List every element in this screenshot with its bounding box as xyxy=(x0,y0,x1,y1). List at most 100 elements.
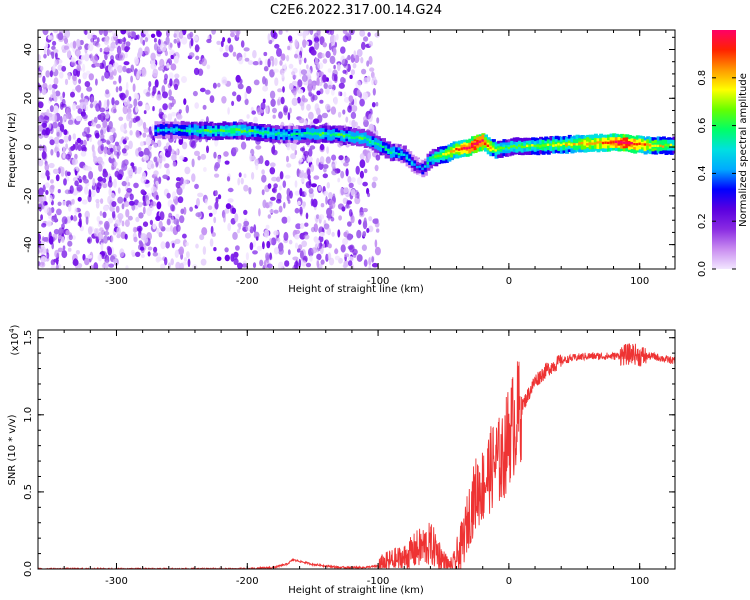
noise-speckle xyxy=(269,90,276,100)
noise-speckle xyxy=(168,145,172,154)
noise-speckle xyxy=(114,100,120,106)
noise-speckle xyxy=(337,63,341,71)
noise-speckle xyxy=(217,194,222,200)
noise-speckle xyxy=(232,231,238,240)
noise-speckle xyxy=(243,209,248,215)
noise-speckle xyxy=(74,153,78,160)
noise-speckle xyxy=(310,198,314,207)
noise-speckle xyxy=(40,172,46,179)
noise-speckle xyxy=(277,261,284,269)
noise-speckle xyxy=(326,83,333,89)
noise-speckle xyxy=(57,32,64,41)
noise-speckle xyxy=(98,100,102,109)
noise-speckle xyxy=(113,68,117,76)
noise-speckle xyxy=(270,30,276,38)
noise-speckle xyxy=(311,183,317,188)
ridge-cell xyxy=(358,136,361,139)
ridge-cell xyxy=(193,129,197,133)
noise-speckle xyxy=(361,68,367,75)
noise-speckle xyxy=(292,87,297,96)
noise-speckle xyxy=(319,143,325,151)
noise-speckle xyxy=(299,68,302,77)
noise-speckle xyxy=(213,151,217,159)
ridge-cell xyxy=(586,143,589,146)
noise-speckle xyxy=(137,119,142,128)
noise-speckle xyxy=(273,57,278,66)
noise-speckle xyxy=(139,246,145,251)
noise-speckle xyxy=(206,64,211,70)
noise-speckle xyxy=(282,180,287,188)
noise-speckle xyxy=(173,55,179,64)
ridge-cell xyxy=(570,143,573,146)
ridge-cell xyxy=(413,163,416,166)
noise-speckle xyxy=(342,30,348,35)
ridge-cell xyxy=(554,144,558,147)
noise-speckle xyxy=(306,64,309,70)
noise-speckle xyxy=(278,185,282,191)
noise-speckle xyxy=(309,30,314,36)
ridge-cell xyxy=(274,133,278,136)
ridge-cell xyxy=(209,130,212,133)
ridge-cell xyxy=(520,145,524,149)
noise-speckle xyxy=(112,134,116,142)
noise-speckle xyxy=(93,262,99,269)
noise-speckle xyxy=(128,200,135,206)
ridge-cell xyxy=(431,156,435,159)
noise-speckle xyxy=(321,53,325,58)
noise-speckle xyxy=(97,253,103,262)
noise-speckle xyxy=(87,226,93,235)
noise-speckle xyxy=(342,35,349,43)
noise-speckle xyxy=(52,121,58,129)
ridge-cell xyxy=(463,147,466,150)
noise-speckle xyxy=(122,65,127,73)
noise-speckle xyxy=(117,213,124,220)
ridge-cell xyxy=(439,154,442,158)
ridge-cell xyxy=(638,142,641,145)
noise-speckle xyxy=(38,90,41,98)
noise-speckle xyxy=(227,37,232,44)
noise-speckle xyxy=(81,113,88,119)
noise-speckle xyxy=(287,35,293,42)
ridge-cell xyxy=(625,141,628,144)
noise-speckle xyxy=(344,204,351,209)
noise-speckle xyxy=(273,68,279,73)
noise-speckle xyxy=(65,112,72,120)
noise-speckle xyxy=(53,77,59,85)
noise-speckle xyxy=(64,189,71,195)
ridge-cell xyxy=(648,144,652,147)
noise-speckle xyxy=(48,113,53,118)
noise-speckle xyxy=(49,185,55,194)
noise-speckle xyxy=(147,246,153,251)
noise-speckle xyxy=(263,66,269,72)
noise-speckle xyxy=(265,252,270,261)
noise-speckle xyxy=(136,34,140,40)
noise-speckle xyxy=(323,190,329,197)
noise-speckle xyxy=(325,103,331,111)
noise-speckle xyxy=(38,247,41,255)
noise-speckle xyxy=(105,36,109,43)
ridge-cell xyxy=(392,150,395,153)
noise-speckle xyxy=(147,251,151,257)
noise-speckle xyxy=(40,214,43,221)
noise-speckle xyxy=(255,162,259,171)
noise-speckle xyxy=(56,208,62,216)
noise-speckle xyxy=(46,252,50,259)
noise-speckle xyxy=(125,41,131,47)
noise-speckle xyxy=(69,185,74,194)
ridge-cell xyxy=(172,128,176,131)
noise-speckle xyxy=(226,176,231,182)
noise-speckle xyxy=(281,216,288,224)
ridge-cell xyxy=(593,139,597,145)
noise-speckle xyxy=(353,50,357,59)
noise-speckle xyxy=(204,198,208,205)
noise-speckle xyxy=(155,215,161,221)
ridge-cell xyxy=(178,128,181,131)
noise-speckle xyxy=(282,86,285,93)
noise-speckle xyxy=(123,52,128,59)
noise-speckle xyxy=(45,170,50,177)
noise-speckle xyxy=(350,69,355,76)
noise-speckle xyxy=(261,174,267,183)
ridge-cell xyxy=(408,158,411,161)
noise-speckle xyxy=(126,30,131,36)
noise-speckle xyxy=(89,54,92,59)
